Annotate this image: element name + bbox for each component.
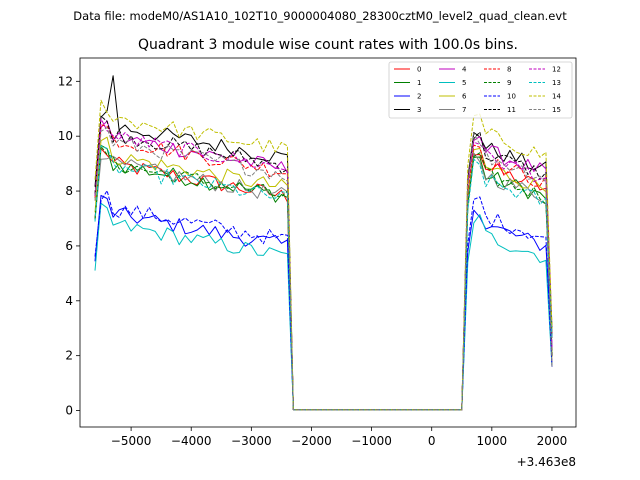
series-line-5 xyxy=(94,202,553,411)
series-line-9 xyxy=(94,145,553,411)
x-tick-label: −3000 xyxy=(231,434,272,448)
x-tick-label: −2000 xyxy=(291,434,332,448)
series-line-11 xyxy=(94,115,553,411)
legend-label-0: 0 xyxy=(417,66,421,74)
legend-label-5: 5 xyxy=(462,79,466,87)
chart-title: Quadrant 3 module wise count rates with … xyxy=(138,37,518,53)
y-tick-label: 10 xyxy=(58,129,73,143)
y-tick-label: 6 xyxy=(65,239,73,253)
x-tick-label: 2000 xyxy=(537,434,568,448)
series-line-8 xyxy=(94,124,553,411)
legend-label-3: 3 xyxy=(417,106,421,114)
figure-suptitle: Data file: modeM0/AS1A10_102T10_90000040… xyxy=(73,9,567,23)
legend-label-4: 4 xyxy=(462,66,467,74)
x-tick-label: −4000 xyxy=(171,434,212,448)
series-line-7 xyxy=(94,152,553,411)
legend-label-11: 11 xyxy=(507,106,516,114)
axes-frame xyxy=(79,57,577,428)
legend-label-1: 1 xyxy=(417,79,421,87)
series-line-14 xyxy=(94,99,553,411)
series-line-10 xyxy=(94,190,553,411)
axis-ticks: −5000 −4000 −3000 −2000 −1000 0 1000 2000 0 2 4 6 8 1… xyxy=(58,74,568,448)
x-tick-label: −5000 xyxy=(111,434,152,448)
legend-label-2: 2 xyxy=(417,93,421,101)
y-tick-label: 12 xyxy=(58,74,73,88)
legend-label-10: 10 xyxy=(507,93,516,101)
series-line-15 xyxy=(94,127,553,411)
y-tick-label: 4 xyxy=(65,294,73,308)
legend-label-6: 6 xyxy=(462,93,467,101)
x-tick-label: 1000 xyxy=(477,434,508,448)
x-tick-label: 0 xyxy=(428,434,436,448)
series-line-13 xyxy=(94,145,553,411)
y-tick-label: 2 xyxy=(65,349,73,363)
plot-area xyxy=(94,75,553,411)
legend-label-8: 8 xyxy=(507,66,511,74)
legend-label-9: 9 xyxy=(507,79,511,87)
series-line-2 xyxy=(94,194,553,411)
legend-label-7: 7 xyxy=(462,106,466,114)
legend-label-14: 14 xyxy=(552,93,561,101)
legend-label-13: 13 xyxy=(552,79,561,87)
y-tick-label: 0 xyxy=(65,404,73,418)
y-tick-label: 8 xyxy=(65,184,73,198)
legend-label-15: 15 xyxy=(552,106,561,114)
legend-label-12: 12 xyxy=(552,66,561,74)
x-offset-label: +3.463e8 xyxy=(517,455,576,469)
x-tick-label: −1000 xyxy=(351,434,392,448)
series-line-4 xyxy=(94,120,553,411)
